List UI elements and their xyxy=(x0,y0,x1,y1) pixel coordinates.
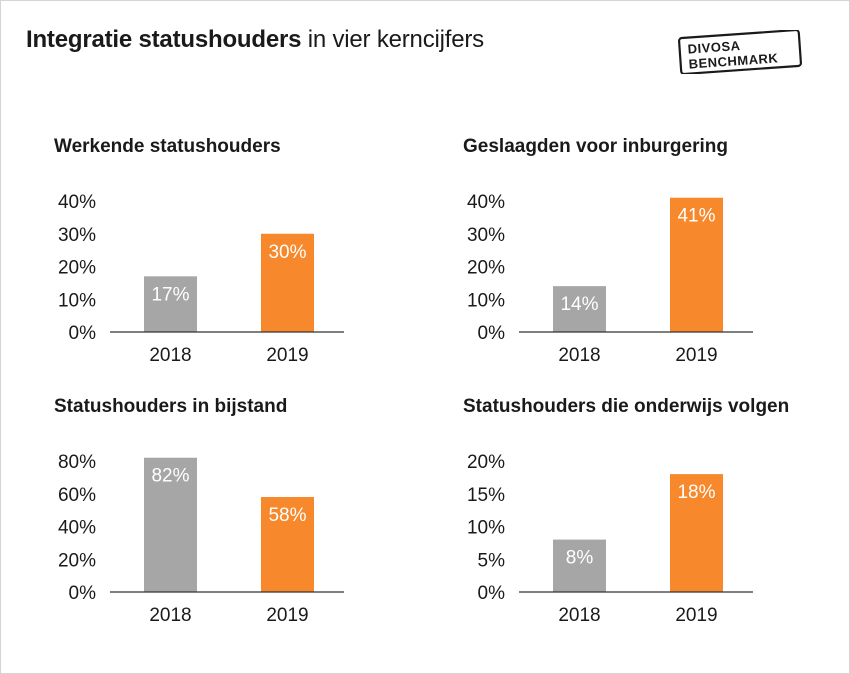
bar-2018 xyxy=(144,276,197,332)
chart-werkende-statushouders: Werkende statushouders 0% 10% 20% 30% 40% 17%… xyxy=(54,136,434,376)
y-tick-label: 5% xyxy=(478,550,506,571)
data-label: 14% xyxy=(560,294,598,315)
y-tick-label: 40% xyxy=(58,518,96,539)
chart-statushouders-in-bijstand: Statushouders in bijstand 0% 20% 40% 60% 80%… xyxy=(54,396,434,636)
bar-2018 xyxy=(144,457,197,592)
page-title: Integratie statushouders in vier kerncij… xyxy=(26,26,484,54)
logo-line-1: DIVOSA xyxy=(687,38,741,57)
y-tick-label: 20% xyxy=(58,550,96,571)
chart-title: Geslaagden voor inburgering xyxy=(463,136,728,157)
y-tick-label: 30% xyxy=(467,225,505,246)
x-tick-label: 2018 xyxy=(149,605,191,626)
y-tick-label: 40% xyxy=(467,192,505,213)
x-tick-label: 2018 xyxy=(558,345,600,366)
y-tick-label: 0% xyxy=(478,583,506,604)
chart-plot: 0% 20% 40% 60% 80% 82% 2018 58% 2019 xyxy=(58,452,344,626)
y-tick-label: 60% xyxy=(58,485,96,506)
page-title-bold: Integratie statushouders xyxy=(26,26,302,53)
y-tick-label: 20% xyxy=(58,258,96,279)
bar-2019 xyxy=(261,497,314,592)
x-tick-label: 2019 xyxy=(675,605,717,626)
chart-statushouders-onderwijs: Statushouders die onderwijs volgen 0% 5% 1… xyxy=(463,396,843,636)
y-tick-label: 20% xyxy=(467,258,505,279)
chart-plot: 0% 5% 10% 15% 20% 8% 2018 18% 2019 xyxy=(467,452,753,626)
data-label: 82% xyxy=(151,466,189,487)
bar-2018 xyxy=(553,539,606,592)
y-tick-label: 0% xyxy=(69,583,97,604)
bar-2019 xyxy=(261,233,314,332)
logo-line-2: BENCHMARK xyxy=(688,50,779,71)
data-label: 58% xyxy=(268,505,306,526)
chart-title: Statushouders die onderwijs volgen xyxy=(463,396,790,417)
data-label: 8% xyxy=(566,548,594,569)
y-tick-label: 40% xyxy=(58,192,96,213)
x-tick-label: 2018 xyxy=(149,345,191,366)
data-label: 30% xyxy=(268,242,306,263)
data-label: 41% xyxy=(677,206,715,227)
y-tick-label: 10% xyxy=(467,518,505,539)
x-tick-label: 2018 xyxy=(558,605,600,626)
y-tick-label: 30% xyxy=(58,225,96,246)
data-label: 18% xyxy=(677,482,715,503)
data-label: 17% xyxy=(151,284,189,305)
bar-2019 xyxy=(670,474,723,592)
y-tick-label: 15% xyxy=(467,485,505,506)
y-tick-label: 10% xyxy=(58,290,96,311)
bar-2019 xyxy=(670,197,723,332)
divosa-benchmark-logo: DIVOSA BENCHMARK xyxy=(677,30,803,74)
chart-title: Werkende statushouders xyxy=(54,136,281,157)
x-tick-label: 2019 xyxy=(675,345,717,366)
page-title-rest: in vier kerncijfers xyxy=(301,26,484,53)
chart-geslaagden-voor-inburgering: Geslaagden voor inburgering 0% 10% 20% 30% 4… xyxy=(463,136,843,376)
x-tick-label: 2019 xyxy=(266,345,308,366)
chart-title: Statushouders in bijstand xyxy=(54,396,288,417)
y-tick-label: 20% xyxy=(467,452,505,473)
chart-plot: 0% 10% 20% 30% 40% 14% 2018 41% 2019 xyxy=(467,192,753,366)
chart-plot: 0% 10% 20% 30% 40% 17% 2018 30% 2019 xyxy=(58,192,344,366)
x-tick-label: 2019 xyxy=(266,605,308,626)
y-tick-label: 80% xyxy=(58,452,96,473)
y-tick-label: 0% xyxy=(69,323,97,344)
y-tick-label: 10% xyxy=(467,290,505,311)
y-tick-label: 0% xyxy=(478,323,506,344)
bar-2018 xyxy=(553,286,606,332)
